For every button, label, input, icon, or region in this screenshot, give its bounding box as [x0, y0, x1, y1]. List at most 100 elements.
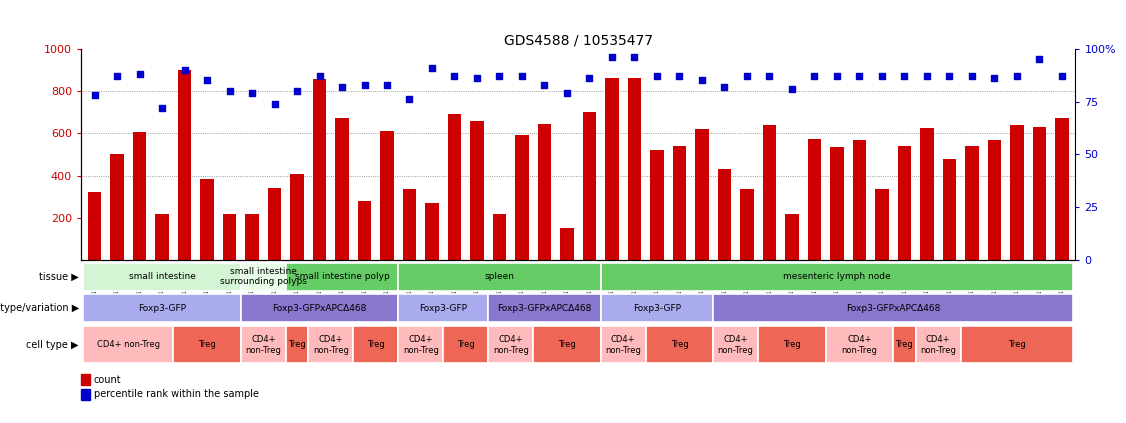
Bar: [200, 179, 214, 260]
FancyBboxPatch shape: [241, 294, 399, 322]
Point: [558, 90, 577, 96]
Point: [805, 73, 823, 80]
Point: [333, 83, 351, 90]
Point: [198, 77, 216, 84]
Text: CD4+
non-Treg: CD4+ non-Treg: [403, 335, 439, 354]
FancyBboxPatch shape: [825, 327, 893, 363]
Bar: [807, 139, 821, 260]
Point: [513, 73, 531, 80]
FancyBboxPatch shape: [758, 327, 825, 363]
Text: count: count: [93, 375, 122, 385]
Point: [760, 73, 778, 80]
Text: Treg: Treg: [783, 341, 801, 349]
Bar: [403, 190, 417, 260]
FancyBboxPatch shape: [83, 263, 241, 291]
Bar: [313, 80, 327, 260]
Bar: [81, 389, 90, 399]
Point: [86, 92, 104, 99]
Text: Foxp3-GFP: Foxp3-GFP: [138, 304, 186, 313]
Point: [491, 73, 509, 80]
Bar: [942, 159, 956, 260]
Point: [446, 73, 464, 80]
Bar: [81, 374, 90, 385]
Point: [401, 96, 419, 103]
Text: Treg: Treg: [288, 341, 306, 349]
Text: small intestine: small intestine: [128, 272, 196, 281]
Bar: [762, 125, 776, 260]
Text: CD4+
non-Treg: CD4+ non-Treg: [313, 335, 349, 354]
Text: CD4+
non-Treg: CD4+ non-Treg: [493, 335, 528, 354]
Bar: [1033, 127, 1046, 260]
Point: [783, 85, 801, 92]
Bar: [178, 70, 191, 260]
Bar: [448, 114, 462, 260]
Bar: [133, 132, 146, 260]
Bar: [897, 146, 911, 260]
Point: [153, 104, 171, 111]
Bar: [1010, 125, 1024, 260]
FancyBboxPatch shape: [241, 327, 286, 363]
Text: CD4+
non-Treg: CD4+ non-Treg: [717, 335, 753, 354]
Bar: [627, 78, 641, 260]
FancyBboxPatch shape: [83, 327, 173, 363]
Point: [602, 54, 620, 60]
Bar: [336, 118, 349, 260]
Bar: [650, 150, 663, 260]
Bar: [695, 129, 708, 260]
Bar: [875, 190, 888, 260]
FancyBboxPatch shape: [534, 327, 600, 363]
Text: percentile rank within the sample: percentile rank within the sample: [93, 390, 259, 399]
Text: Treg: Treg: [367, 341, 385, 349]
Point: [288, 88, 306, 94]
FancyBboxPatch shape: [399, 294, 489, 322]
Point: [221, 88, 239, 94]
FancyBboxPatch shape: [600, 263, 1073, 291]
Point: [468, 75, 486, 82]
Bar: [381, 131, 394, 260]
Point: [873, 73, 891, 80]
Text: cell type ▶: cell type ▶: [26, 340, 79, 350]
FancyBboxPatch shape: [309, 327, 354, 363]
Bar: [852, 140, 866, 260]
Point: [895, 73, 913, 80]
Point: [378, 81, 396, 88]
Bar: [223, 214, 236, 260]
FancyBboxPatch shape: [645, 327, 713, 363]
Text: Treg: Treg: [457, 341, 474, 349]
Point: [738, 73, 756, 80]
Point: [625, 54, 643, 60]
Text: Foxp3-GFPxAPCΔ468: Foxp3-GFPxAPCΔ468: [498, 304, 591, 313]
FancyBboxPatch shape: [83, 294, 241, 322]
Point: [311, 73, 329, 80]
Point: [176, 66, 194, 73]
Bar: [785, 214, 798, 260]
Bar: [516, 135, 529, 260]
Point: [423, 64, 441, 71]
FancyBboxPatch shape: [354, 327, 399, 363]
Bar: [245, 214, 259, 260]
Text: CD4+
non-Treg: CD4+ non-Treg: [841, 335, 877, 354]
Text: tissue ▶: tissue ▶: [39, 272, 79, 282]
Text: mesenteric lymph node: mesenteric lymph node: [783, 272, 891, 281]
FancyBboxPatch shape: [600, 327, 645, 363]
Point: [580, 75, 598, 82]
Text: Foxp3-GFPxAPCΔ468: Foxp3-GFPxAPCΔ468: [846, 304, 940, 313]
FancyBboxPatch shape: [286, 263, 399, 291]
Point: [850, 73, 868, 80]
Text: spleen: spleen: [484, 272, 515, 281]
Text: Treg: Treg: [895, 341, 913, 349]
Bar: [988, 140, 1001, 260]
FancyBboxPatch shape: [713, 327, 758, 363]
FancyBboxPatch shape: [600, 294, 713, 322]
Text: CD4+ non-Treg: CD4+ non-Treg: [97, 341, 160, 349]
Bar: [1055, 118, 1069, 260]
Point: [715, 83, 733, 90]
FancyBboxPatch shape: [489, 294, 600, 322]
Bar: [110, 154, 124, 260]
Text: CD4+
non-Treg: CD4+ non-Treg: [606, 335, 641, 354]
Bar: [582, 112, 596, 260]
Point: [963, 73, 981, 80]
Point: [266, 100, 284, 107]
Point: [670, 73, 688, 80]
Bar: [717, 169, 731, 260]
